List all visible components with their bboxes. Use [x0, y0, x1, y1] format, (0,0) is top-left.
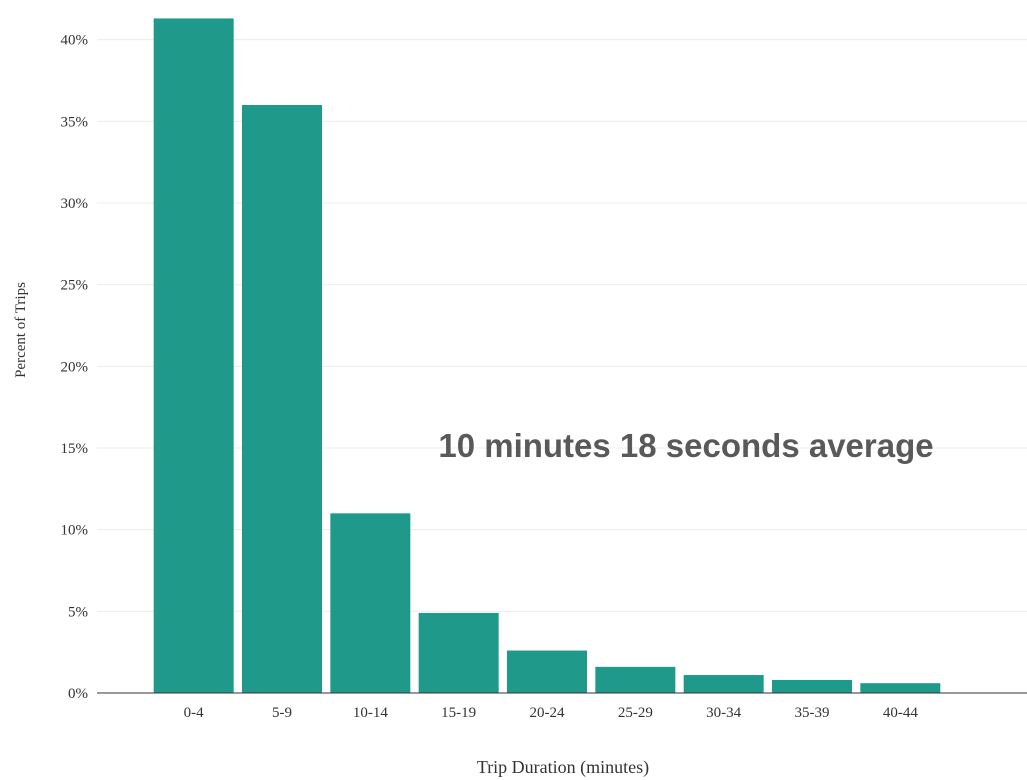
bar-5-9 [242, 105, 322, 693]
bar-40-44 [860, 683, 941, 693]
bar-35-39 [772, 679, 852, 693]
x-tick-label: 15-19 [441, 705, 476, 721]
y-gridlines [97, 39, 1027, 612]
x-tick-label: 10-14 [353, 705, 388, 721]
bar-25-29 [595, 666, 676, 693]
bar-0-4 [153, 18, 234, 693]
x-tick-label: 0-4 [184, 705, 204, 721]
bar-15-19 [418, 612, 499, 693]
average-annotation: 10 minutes 18 seconds average [438, 427, 933, 464]
y-tick-label: 10% [61, 523, 89, 539]
bar-30-34 [683, 675, 764, 693]
y-tick-label: 20% [61, 359, 89, 375]
x-tick-labels: 0-4 5-9 10-14 15-19 20-24 25-29 30-34 35-39 40-4… [184, 705, 919, 721]
y-axis-title: Percent of Trips [13, 282, 29, 378]
bar-20-24 [507, 650, 587, 693]
x-tick-label: 5-9 [272, 705, 292, 721]
y-tick-label: 30% [61, 196, 89, 212]
y-tick-label: 40% [61, 33, 89, 49]
bar-10-14 [330, 513, 411, 693]
x-tick-label: 20-24 [530, 705, 565, 721]
bars [153, 18, 941, 693]
x-tick-label: 40-44 [883, 705, 918, 721]
y-tick-label: 5% [68, 604, 88, 620]
y-tick-label: 0% [68, 686, 88, 702]
x-axis-title: Trip Duration (minutes) [477, 757, 649, 778]
x-tick-label: 25-29 [618, 705, 653, 721]
y-tick-label: 15% [61, 441, 89, 457]
y-tick-label: 25% [61, 278, 89, 294]
y-tick-labels: 0% 5% 10% 15% 20% 25% 30% 35% 40% [61, 33, 89, 702]
y-tick-label: 35% [61, 114, 89, 130]
x-tick-label: 35-39 [795, 705, 830, 721]
x-tick-label: 30-34 [706, 705, 741, 721]
